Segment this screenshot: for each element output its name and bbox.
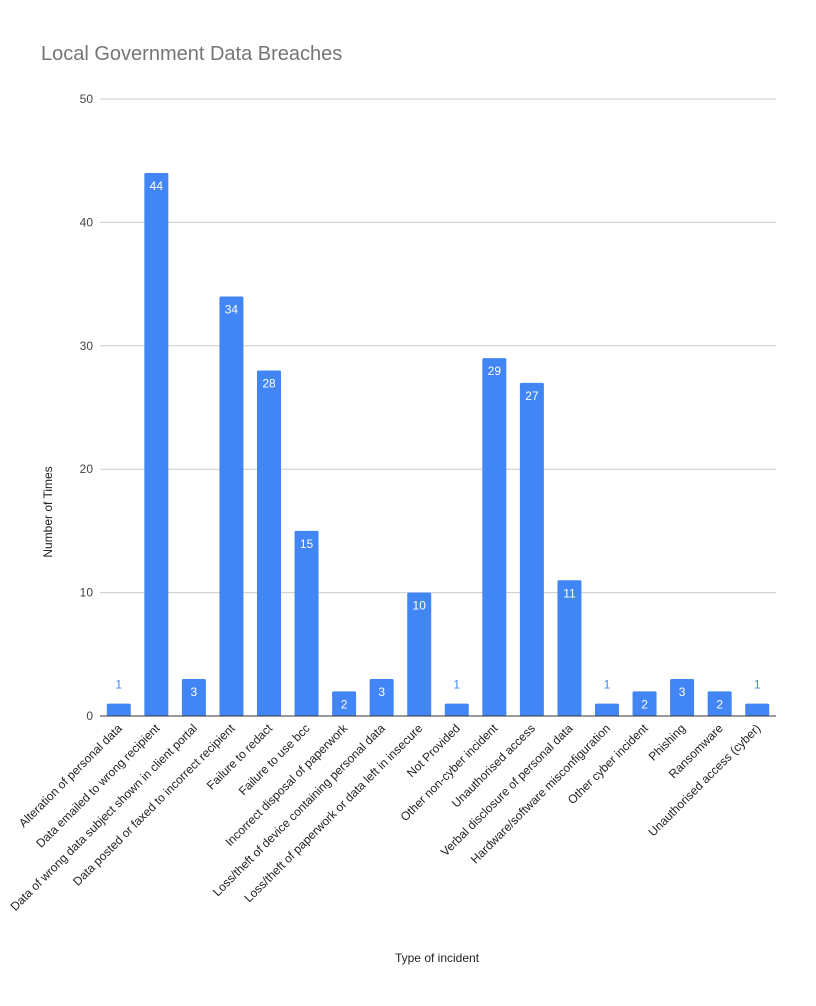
bar [444,703,469,716]
data-label: 28 [262,376,276,390]
data-label: 1 [115,678,122,692]
y-axis-ticks: 0 10 20 30 40 50 [80,92,94,723]
bar [219,296,244,716]
data-label: 3 [191,685,198,699]
category-label: Loss/theft of device containing personal… [210,721,388,899]
category-label: Hardware/software misconfiguration [468,721,613,866]
bar [106,703,131,716]
y-axis-title: Number of Times [41,466,55,557]
data-label: 11 [563,586,576,600]
data-label: 2 [641,697,648,711]
data-label: 34 [225,302,239,316]
data-label: 29 [488,364,502,378]
bar [745,703,770,716]
bar [557,580,582,716]
bar [407,592,432,716]
data-label: 15 [300,537,314,551]
x-axis-title: Type of incident [395,951,480,965]
data-label: 2 [341,697,348,711]
bar [332,691,357,716]
y-tick-label: 30 [80,339,94,353]
data-label: 3 [378,685,385,699]
data-label: 1 [453,678,460,692]
chart-title: Local Government Data Breaches [41,43,342,65]
data-label: 27 [525,389,539,403]
bars [106,173,770,717]
y-tick-label: 20 [80,462,94,476]
data-label: 10 [413,599,427,613]
y-tick-label: 0 [86,709,93,723]
bar [257,370,281,716]
bar [707,691,732,716]
bar [670,678,695,716]
bar [595,703,619,716]
bar [519,382,544,716]
bar [482,358,507,716]
data-label: 1 [754,678,761,692]
bar [144,173,169,717]
bar [369,678,394,716]
data-label: 44 [150,179,164,193]
y-tick-label: 10 [80,586,94,600]
data-label: 2 [716,697,723,711]
y-tick-label: 40 [80,215,94,229]
bar [181,678,206,716]
data-label: 3 [679,685,686,699]
data-label: 1 [604,678,611,692]
bar [632,691,657,716]
category-label: Failure to redact [204,721,276,793]
y-tick-label: 50 [80,92,94,106]
gridlines [100,98,776,594]
bar [294,530,319,716]
